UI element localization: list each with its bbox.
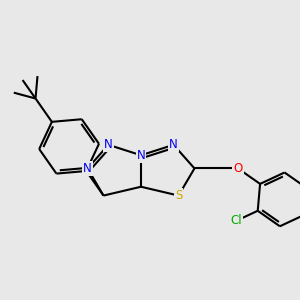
Text: N: N	[104, 138, 113, 151]
Text: S: S	[175, 189, 182, 202]
Text: N: N	[83, 162, 92, 175]
Text: N: N	[136, 149, 146, 162]
Text: O: O	[233, 162, 243, 175]
Text: N: N	[169, 138, 178, 151]
Text: Cl: Cl	[230, 214, 242, 227]
